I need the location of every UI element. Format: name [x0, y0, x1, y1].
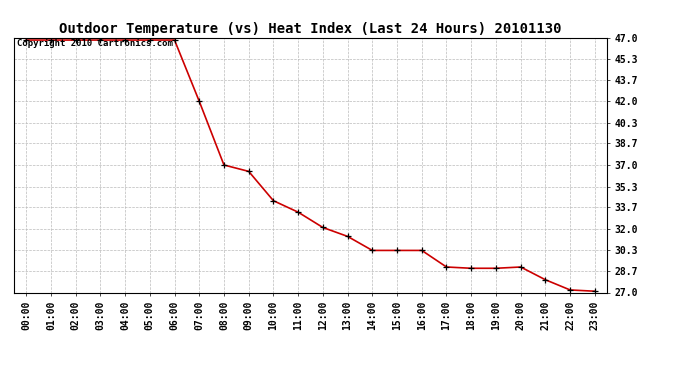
Title: Outdoor Temperature (vs) Heat Index (Last 24 Hours) 20101130: Outdoor Temperature (vs) Heat Index (Las…	[59, 22, 562, 36]
Text: Copyright 2010 Cartronics.com: Copyright 2010 Cartronics.com	[17, 39, 172, 48]
